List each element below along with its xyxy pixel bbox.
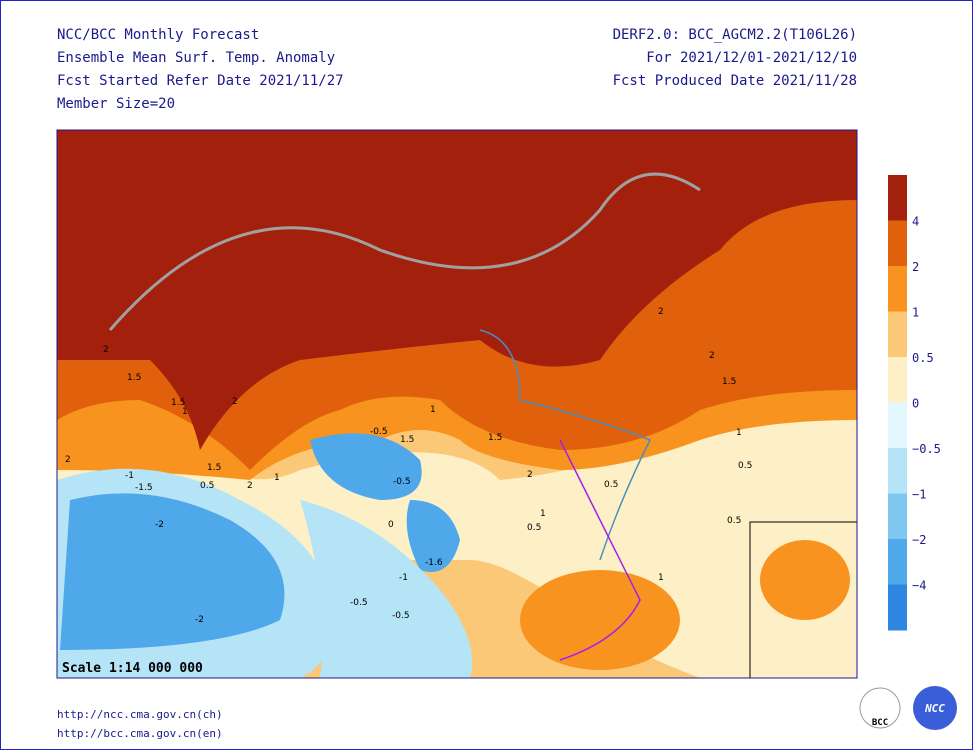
contour-label: 0.5 — [527, 523, 541, 533]
colorbar-swatch — [888, 357, 907, 403]
contour-label: 2 — [65, 455, 71, 465]
colorbar: 4 2 1 0.5 0 −0.5 −1 −2 −4 — [888, 175, 941, 631]
header-line: Member Size=20 — [57, 96, 175, 112]
colorbar-swatch — [888, 539, 907, 585]
contour-label: -2 — [195, 615, 204, 625]
colorbar-label: 1 — [912, 306, 919, 320]
header-line: Fcst Produced Date 2021/11/28 — [613, 73, 857, 89]
colorbar-label: 2 — [912, 260, 919, 274]
contour-label: 1.5 — [127, 373, 141, 383]
contour-label: 2 — [232, 397, 238, 407]
colorbar-label: −1 — [912, 488, 926, 502]
scale-text: Scale 1:14 000 000 — [62, 661, 203, 676]
colorbar-swatch — [888, 493, 907, 540]
colorbar-swatch — [888, 266, 907, 312]
contour-label: -1.5 — [135, 483, 153, 493]
logo-text: NCC — [924, 702, 945, 715]
contour-label: 1.5 — [171, 398, 185, 408]
contour-label: 1 — [540, 509, 546, 519]
contour-label: -0.5 — [393, 477, 411, 487]
logo-text: BCC — [872, 718, 888, 728]
contour-label: -1.6 — [425, 558, 443, 568]
contour-label: -1 — [399, 573, 408, 583]
map: Scale 1:14 000 000 — [56, 129, 858, 679]
colorbar-swatch — [888, 402, 907, 449]
contour-label: 1 — [658, 573, 664, 583]
contour-label: -0.5 — [392, 611, 410, 621]
contour-label: 2 — [527, 470, 533, 480]
contour-label: 1 — [736, 428, 742, 438]
colorbar-label: 0 — [912, 397, 919, 411]
colorbar-label: −0.5 — [912, 442, 941, 456]
header-line: DERF2.0: BCC_AGCM2.2(T106L26) — [613, 27, 857, 43]
header-line: Ensemble Mean Surf. Temp. Anomaly — [57, 50, 335, 66]
contour-label: 1 — [274, 473, 280, 483]
contour-label: 0.5 — [200, 481, 214, 491]
contour-label: 2 — [247, 481, 253, 491]
footer-link[interactable]: http://bcc.cma.gov.cn(en) — [57, 727, 223, 740]
contour-label: 1 — [430, 405, 436, 415]
contour-label: 0.5 — [727, 516, 741, 526]
colorbar-label: 4 — [912, 215, 919, 229]
header-line: Fcst Started Refer Date 2021/11/27 — [57, 73, 344, 89]
header-line: For 2021/12/01-2021/12/10 — [646, 50, 857, 66]
footer-link[interactable]: http://ncc.cma.gov.cn(ch) — [57, 708, 223, 721]
contour-label: 1.5 — [722, 377, 736, 387]
contour-label: 1.5 — [400, 435, 414, 445]
header-line: NCC/BCC Monthly Forecast — [57, 27, 259, 43]
colorbar-label: −4 — [912, 579, 926, 593]
contour-label: 1 — [182, 407, 188, 417]
colorbar-swatch — [888, 311, 907, 358]
contour-label: -0.5 — [370, 427, 388, 437]
contour-label: 0.5 — [738, 461, 752, 471]
contour-label: -2 — [155, 520, 164, 530]
colorbar-label: −2 — [912, 533, 926, 547]
colorbar-label: 0.5 — [912, 351, 934, 365]
contour-label: -1 — [125, 471, 134, 481]
logo — [859, 687, 901, 729]
contour-label: 2 — [103, 345, 109, 355]
colorbar-swatch — [888, 220, 907, 267]
contour-label: 2 — [658, 307, 664, 317]
contour-label: 2 — [709, 351, 715, 361]
contour-label: 1.5 — [488, 433, 502, 443]
colorbar-swatch — [888, 584, 907, 631]
contour-label: -0.5 — [350, 598, 368, 608]
contour-label: 1.5 — [207, 463, 221, 473]
colorbar-swatch — [888, 175, 907, 221]
logo — [913, 686, 957, 730]
contour-label: 0.5 — [604, 480, 618, 490]
contour-labels: 21.51221.510.51.5210.5-1-1.5-2-2-0.5-0.5… — [65, 307, 752, 625]
contour-label: 0 — [388, 520, 394, 530]
colorbar-swatch — [888, 448, 907, 494]
